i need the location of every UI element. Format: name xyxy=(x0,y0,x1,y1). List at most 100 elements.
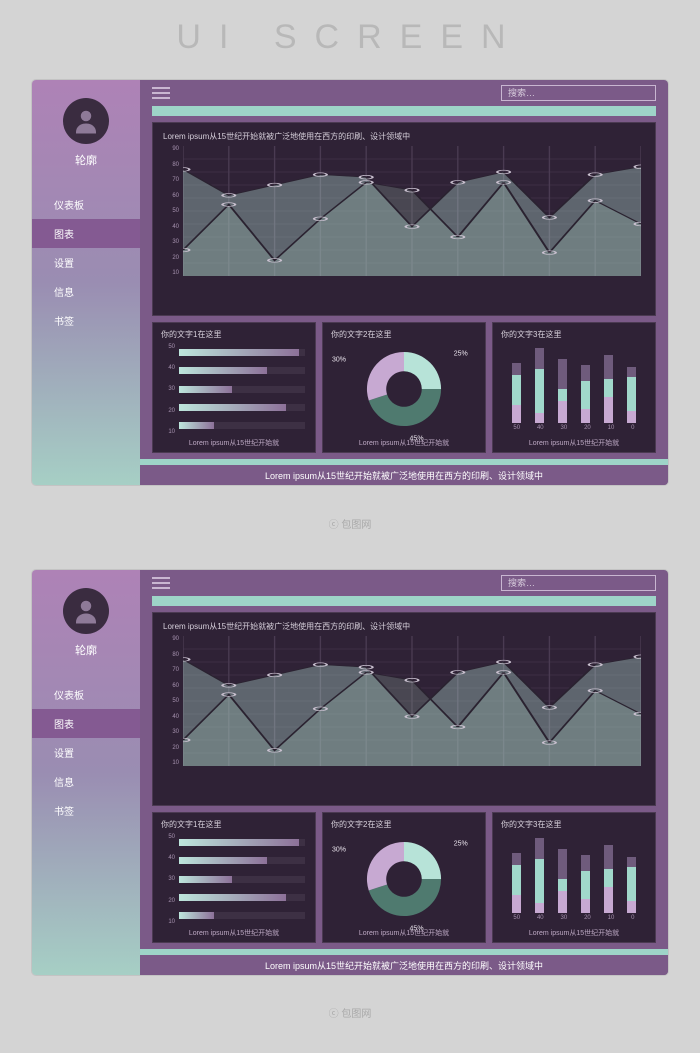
hbar-row xyxy=(179,876,305,883)
donut-slice-label: 45% xyxy=(410,925,424,932)
accent-strip xyxy=(152,596,656,606)
vbar-plot xyxy=(505,344,643,423)
hamburger-icon[interactable] xyxy=(152,87,170,99)
page-header: UI SCREEN xyxy=(0,18,700,57)
area-plot xyxy=(183,636,641,766)
donut-footer: Lorem ipsum从15世纪开始就 xyxy=(331,925,477,938)
hbar-row xyxy=(179,912,305,919)
hbar-panel: 你的文字1在这里 5040302010 Lorem ipsum从15世纪开始就 xyxy=(152,322,316,453)
attribution-1: ⓒ 包图网 xyxy=(0,516,700,531)
dashboard-mockup-1: 轮廓 仪表板图表设置信息书签 Lorem ipsum从15世纪开始就被广泛地使用… xyxy=(32,80,668,485)
search-input[interactable] xyxy=(501,575,656,591)
dashboard-mockup-2: 轮廓 仪表板图表设置信息书签 Lorem ipsum从15世纪开始就被广泛地使用… xyxy=(32,570,668,975)
vbar-column xyxy=(627,834,636,913)
donut-slice-label: 25% xyxy=(454,840,468,847)
area-chart-panel: Lorem ipsum从15世纪开始就被广泛地使用在西方的印刷、设计领域中 90… xyxy=(152,122,656,316)
vbar-column xyxy=(558,344,567,423)
accent-strip xyxy=(152,106,656,116)
sidebar: 轮廓 仪表板图表设置信息书签 xyxy=(32,80,140,485)
area-chart-title: Lorem ipsum从15世纪开始就被广泛地使用在西方的印刷、设计领域中 xyxy=(163,621,645,632)
sidebar-item-3[interactable]: 信息 xyxy=(32,277,140,306)
topbar xyxy=(140,570,668,596)
vbar-column xyxy=(604,834,613,913)
vbar-panel: 你的文字3在这里 50403020100 Lorem ipsum从15世纪开始就 xyxy=(492,812,656,943)
vbar-column xyxy=(535,344,544,423)
vbar-footer: Lorem ipsum从15世纪开始就 xyxy=(501,435,647,448)
area-chart-title: Lorem ipsum从15世纪开始就被广泛地使用在西方的印刷、设计领域中 xyxy=(163,131,645,142)
hbar-y-axis: 5040302010 xyxy=(161,834,175,925)
sidebar-item-0[interactable]: 仪表板 xyxy=(32,190,140,219)
hbar-panel: 你的文字1在这里 5040302010 Lorem ipsum从15世纪开始就 xyxy=(152,812,316,943)
profile-label: 轮廓 xyxy=(32,642,140,658)
hbar-title: 你的文字1在这里 xyxy=(161,819,307,830)
area-plot xyxy=(183,146,641,276)
vbar-column xyxy=(604,344,613,423)
area-y-axis: 908070605040302010 xyxy=(163,146,179,276)
hbar-row xyxy=(179,367,305,374)
sidebar-nav: 仪表板图表设置信息书签 xyxy=(32,190,140,335)
attribution-2: ⓒ 包图网 xyxy=(0,1005,700,1020)
donut-footer: Lorem ipsum从15世纪开始就 xyxy=(331,435,477,448)
hbar-footer: Lorem ipsum从15世纪开始就 xyxy=(161,925,307,938)
vbar-x-axis: 50403020100 xyxy=(505,425,643,435)
hbar-row xyxy=(179,839,305,846)
vbar-column xyxy=(581,344,590,423)
donut-slice-label: 30% xyxy=(332,846,346,853)
sidebar-item-1[interactable]: 图表 xyxy=(32,219,140,248)
footer-text: Lorem ipsum从15世纪开始就被广泛地使用在西方的印刷、设计领域中 xyxy=(265,959,543,972)
profile-label: 轮廓 xyxy=(32,152,140,168)
vbar-panel: 你的文字3在这里 50403020100 Lorem ipsum从15世纪开始就 xyxy=(492,322,656,453)
sidebar-item-1[interactable]: 图表 xyxy=(32,709,140,738)
hbar-plot xyxy=(179,834,305,925)
hbar-row xyxy=(179,422,305,429)
vbar-plot xyxy=(505,834,643,913)
hbar-y-axis: 5040302010 xyxy=(161,344,175,435)
area-y-axis: 908070605040302010 xyxy=(163,636,179,766)
hbar-footer: Lorem ipsum从15世纪开始就 xyxy=(161,435,307,448)
footer-strip: Lorem ipsum从15世纪开始就被广泛地使用在西方的印刷、设计领域中 xyxy=(140,949,668,975)
vbar-column xyxy=(581,834,590,913)
donut-slice-label: 25% xyxy=(454,350,468,357)
donut-title: 你的文字2在这里 xyxy=(331,819,477,830)
vbar-column xyxy=(512,344,521,423)
donut-panel: 你的文字2在这里 25%45%30% Lorem ipsum从15世纪开始就 xyxy=(322,322,486,453)
sidebar-item-3[interactable]: 信息 xyxy=(32,767,140,796)
vbar-footer: Lorem ipsum从15世纪开始就 xyxy=(501,925,647,938)
donut-plot: 25%45%30% xyxy=(331,834,477,925)
donut-slice-label: 30% xyxy=(332,356,346,363)
user-icon xyxy=(71,596,101,626)
sidebar-item-4[interactable]: 书签 xyxy=(32,306,140,335)
main-area: Lorem ipsum从15世纪开始就被广泛地使用在西方的印刷、设计领域中 90… xyxy=(140,80,668,485)
search-input[interactable] xyxy=(501,85,656,101)
footer-text: Lorem ipsum从15世纪开始就被广泛地使用在西方的印刷、设计领域中 xyxy=(265,469,543,482)
sidebar-item-2[interactable]: 设置 xyxy=(32,248,140,277)
hbar-row xyxy=(179,349,305,356)
hbar-row xyxy=(179,857,305,864)
topbar xyxy=(140,80,668,106)
vbar-column xyxy=(558,834,567,913)
vbar-column xyxy=(512,834,521,913)
main-area: Lorem ipsum从15世纪开始就被广泛地使用在西方的印刷、设计领域中 90… xyxy=(140,570,668,975)
footer-strip: Lorem ipsum从15世纪开始就被广泛地使用在西方的印刷、设计领域中 xyxy=(140,459,668,485)
donut-panel: 你的文字2在这里 25%45%30% Lorem ipsum从15世纪开始就 xyxy=(322,812,486,943)
avatar[interactable] xyxy=(63,98,109,144)
sidebar-nav: 仪表板图表设置信息书签 xyxy=(32,680,140,825)
vbar-column xyxy=(627,344,636,423)
vbar-x-axis: 50403020100 xyxy=(505,915,643,925)
sidebar-item-2[interactable]: 设置 xyxy=(32,738,140,767)
vbar-title: 你的文字3在这里 xyxy=(501,329,647,340)
donut-slice-label: 45% xyxy=(410,435,424,442)
vbar-title: 你的文字3在这里 xyxy=(501,819,647,830)
sidebar-item-4[interactable]: 书签 xyxy=(32,796,140,825)
hbar-title: 你的文字1在这里 xyxy=(161,329,307,340)
donut-title: 你的文字2在这里 xyxy=(331,329,477,340)
hamburger-icon[interactable] xyxy=(152,577,170,589)
hbar-plot xyxy=(179,344,305,435)
user-icon xyxy=(71,106,101,136)
avatar[interactable] xyxy=(63,588,109,634)
vbar-column xyxy=(535,834,544,913)
sidebar-item-0[interactable]: 仪表板 xyxy=(32,680,140,709)
sidebar: 轮廓 仪表板图表设置信息书签 xyxy=(32,570,140,975)
donut-plot: 25%45%30% xyxy=(331,344,477,435)
hbar-row xyxy=(179,404,305,411)
